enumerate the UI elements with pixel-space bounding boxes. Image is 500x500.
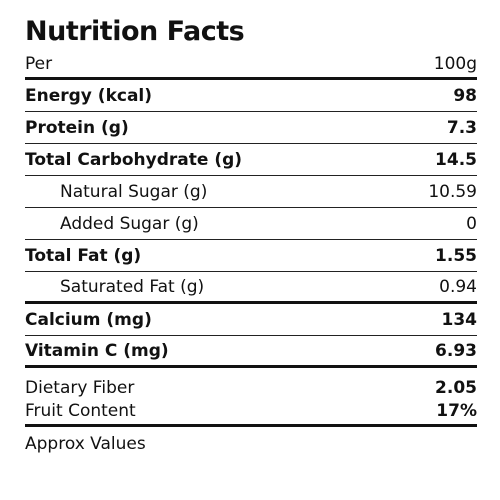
nutrient-label: Fruit Content: [25, 401, 136, 421]
nutrient-row-total-carbohydrate: Total Carbohydrate (g) 14.5: [25, 144, 477, 176]
nutrient-row-fruit-content: Fruit Content 17%: [25, 398, 477, 427]
nutrient-label: Added Sugar (g): [60, 213, 199, 234]
nutrient-row-protein: Protein (g) 7.3: [25, 112, 477, 144]
nutrient-value: 6.93: [435, 340, 477, 361]
footnote-row: Approx Values: [25, 427, 477, 460]
nutrient-row-vitamin-c: Vitamin C (mg) 6.93: [25, 336, 477, 368]
nutrient-value: 98: [453, 85, 477, 106]
nutrient-label: Energy (kcal): [25, 85, 153, 106]
nutrient-value: 10.59: [428, 181, 477, 202]
nutrient-row-saturated-fat: Saturated Fat (g) 0.94: [25, 272, 477, 304]
nutrient-value: 134: [441, 309, 478, 330]
nutrient-label: Natural Sugar (g): [60, 181, 208, 202]
nutrient-label: Dietary Fiber: [25, 378, 135, 398]
serving-row: Per 100g: [25, 50, 477, 80]
nutrient-value: 14.5: [435, 149, 477, 170]
nutrient-row-energy: Energy (kcal) 98: [25, 80, 477, 112]
nutrient-label: Total Carbohydrate (g): [25, 149, 243, 170]
nutrient-label: Saturated Fat (g): [60, 276, 205, 297]
footnote: Approx Values: [25, 433, 146, 454]
nutrient-row-dietary-fiber: Dietary Fiber 2.05: [25, 368, 477, 398]
nutrient-value: 0.94: [439, 276, 477, 297]
nutrient-value: 1.55: [435, 245, 477, 266]
nutrient-row-natural-sugar: Natural Sugar (g) 10.59: [25, 176, 477, 208]
nutrient-row-added-sugar: Added Sugar (g) 0: [25, 208, 477, 240]
nutrient-value: 17%: [436, 401, 477, 421]
nutrition-facts-panel: Nutrition Facts Per 100g Energy (kcal) 9…: [25, 14, 477, 460]
serving-label: Per: [25, 53, 53, 74]
nutrient-value: 7.3: [446, 117, 477, 138]
nutrient-value: 2.05: [435, 378, 477, 398]
nutrient-value: 0: [466, 213, 477, 234]
serving-value: 100g: [433, 53, 477, 74]
page-title: Nutrition Facts: [25, 16, 245, 47]
nutrient-row-total-fat: Total Fat (g) 1.55: [25, 240, 477, 272]
nutrient-label: Vitamin C (mg): [25, 340, 169, 361]
nutrient-label: Total Fat (g): [25, 245, 142, 266]
nutrient-label: Calcium (mg): [25, 309, 152, 330]
nutrient-label: Protein (g): [25, 117, 129, 138]
nutrient-row-calcium: Calcium (mg) 134: [25, 304, 477, 336]
